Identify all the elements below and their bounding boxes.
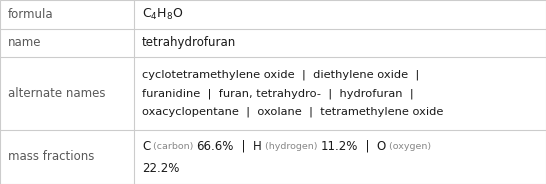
Text: furanidine  |  furan, tetrahydro-  |  hydrofuran  |: furanidine | furan, tetrahydro- | hydrof… bbox=[142, 88, 414, 99]
Text: $\mathregular{C_4H_8O}$: $\mathregular{C_4H_8O}$ bbox=[142, 7, 183, 22]
Text: |: | bbox=[234, 139, 253, 153]
Text: 66.6%: 66.6% bbox=[197, 139, 234, 153]
Text: H: H bbox=[253, 139, 262, 153]
Text: formula: formula bbox=[8, 8, 54, 21]
Text: C: C bbox=[142, 139, 150, 153]
Text: alternate names: alternate names bbox=[8, 87, 106, 100]
Text: 11.2%: 11.2% bbox=[320, 139, 358, 153]
Text: 22.2%: 22.2% bbox=[142, 162, 179, 175]
Text: (carbon): (carbon) bbox=[150, 141, 197, 151]
Text: oxacyclopentane  |  oxolane  |  tetramethylene oxide: oxacyclopentane | oxolane | tetramethyle… bbox=[142, 106, 443, 117]
Text: (oxygen): (oxygen) bbox=[386, 141, 431, 151]
Text: tetrahydrofuran: tetrahydrofuran bbox=[142, 36, 236, 49]
Text: mass fractions: mass fractions bbox=[8, 150, 94, 163]
Text: cyclotetramethylene oxide  |  diethylene oxide  |: cyclotetramethylene oxide | diethylene o… bbox=[142, 70, 419, 80]
Text: |: | bbox=[358, 139, 377, 153]
Text: (hydrogen): (hydrogen) bbox=[262, 141, 320, 151]
Text: O: O bbox=[377, 139, 386, 153]
Text: name: name bbox=[8, 36, 41, 49]
